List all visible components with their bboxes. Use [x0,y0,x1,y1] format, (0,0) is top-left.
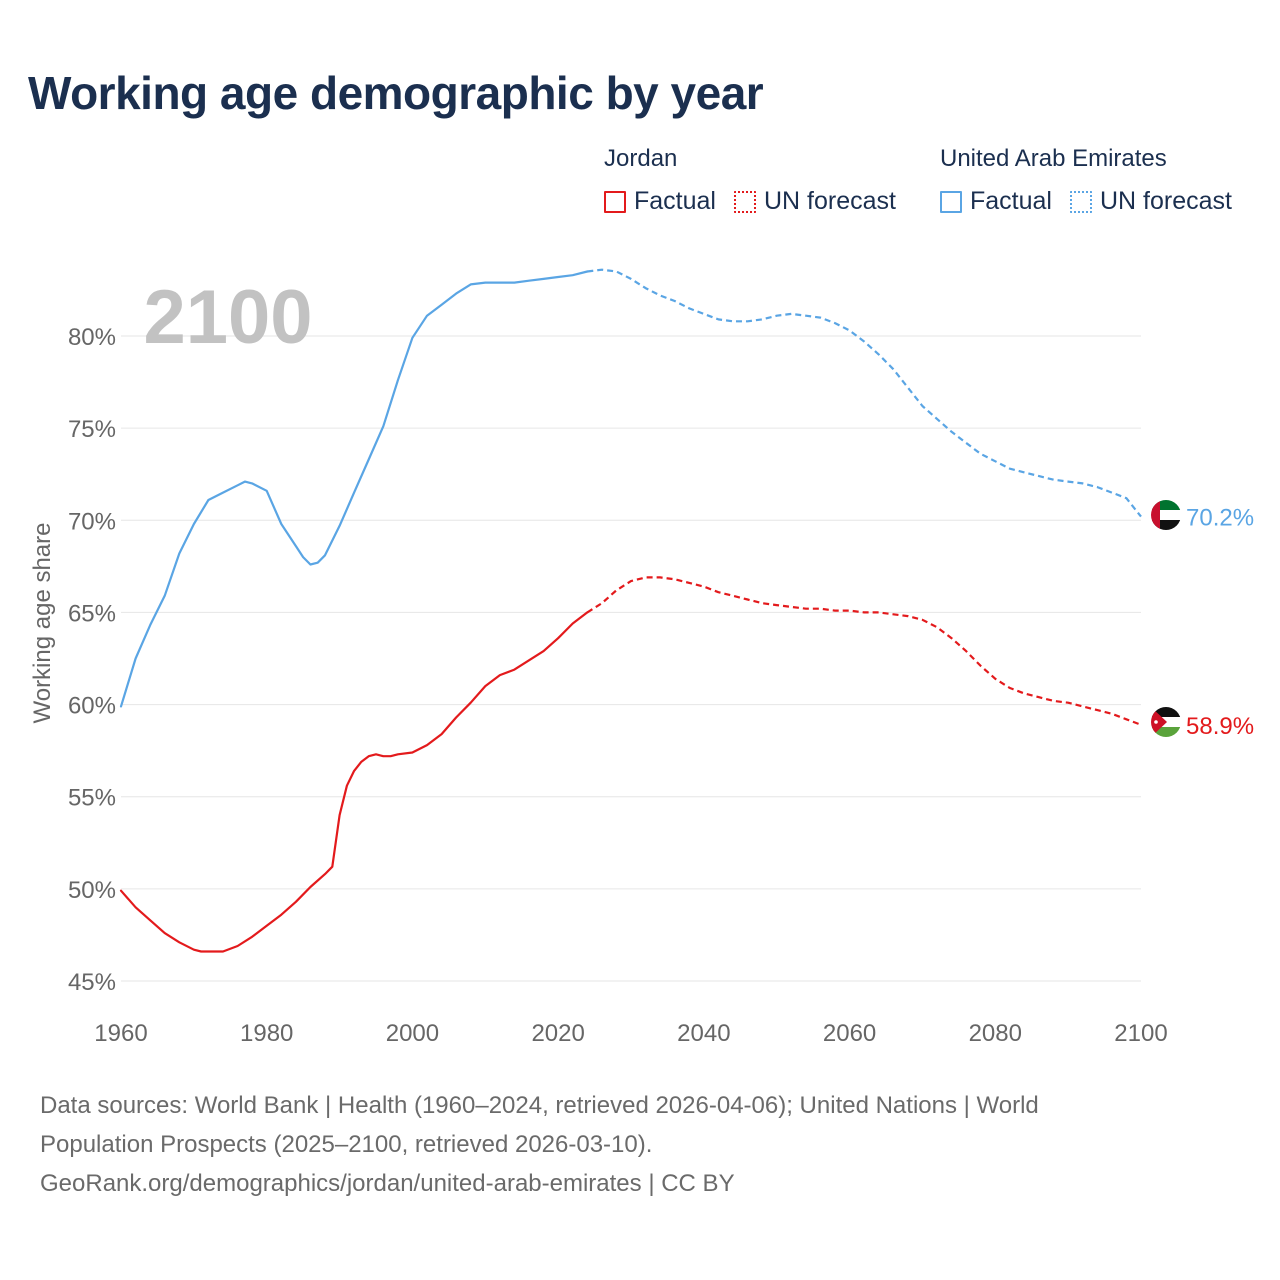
chart-title: Working age demographic by year [28,67,764,119]
footer-line-3[interactable]: GeoRank.org/demographics/jordan/united-a… [40,1170,735,1197]
x-tick-label-2000: 2000 [386,1020,439,1047]
united-arab-emirates-end-value-label: 70.2% [1186,505,1254,532]
y-tick-label-55: 55% [68,785,116,812]
legend-group-uae: United Arab Emirates Factual UN forecast [940,145,1250,216]
y-tick-label-50: 50% [68,877,116,904]
y-tick-label-70: 70% [68,508,116,535]
legend-label-uae-forecast: UN forecast [1099,187,1232,215]
x-tick-label-2080: 2080 [969,1020,1022,1047]
x-tick-label-2060: 2060 [823,1020,876,1047]
x-tick-label-2100: 2100 [1114,1020,1167,1047]
legend-jordan-forecast[interactable]: UN forecast [733,187,896,216]
y-tick-label-80: 80% [68,324,116,351]
x-tick-label-1980: 1980 [240,1020,293,1047]
y-tick-label-60: 60% [68,693,116,720]
legend-group-jordan: Jordan Factual UN forecast [604,145,914,216]
x-tick-label-1960: 1960 [94,1020,147,1047]
legend-label-jordan-forecast: UN forecast [763,187,896,215]
united-arab-emirates-forecast-line[interactable] [587,268,1142,518]
footer-line-1: Data sources: World Bank | Health (1960–… [40,1092,1039,1119]
y-tick-label-65: 65% [68,600,116,627]
legend-label-jordan-factual: Factual [634,187,716,215]
footer-sources: Data sources: World Bank | Health (1960–… [40,1086,1220,1203]
legend-country-jordan: Jordan [604,145,678,172]
legend-uae-forecast[interactable]: UN forecast [1069,187,1232,216]
jordan-end-value-label: 58.9% [1186,713,1254,740]
line-chart: 2100 45% 50% 55% 60% 65% 70% 75% 80% 1960 1980 200… [29,268,1254,1047]
footer-line-2: Population Prospects (2025–2100, retriev… [40,1131,653,1158]
united-arab-emirates-factual-line[interactable] [119,270,589,708]
uae-flag [1151,500,1181,530]
y-tick-label-45: 45% [68,969,116,996]
legend-jordan-factual[interactable]: Factual [604,187,716,216]
y-axis-label: Working age share [29,523,56,724]
y-tick-label-75: 75% [68,416,116,443]
current-year-watermark: 2100 [143,275,312,360]
jordan-flag [1151,707,1181,737]
legend-swatch-uae-factual [940,190,962,213]
legend-swatch-uae-forecast [1069,190,1092,213]
legend-uae-factual[interactable]: Factual [940,187,1052,216]
legend-country-uae: United Arab Emirates [940,145,1167,172]
jordan-forecast-line[interactable] [586,576,1142,726]
legend-swatch-jordan-forecast [733,190,756,213]
legend-label-uae-factual: Factual [970,187,1052,215]
x-tick-label-2040: 2040 [677,1020,730,1047]
jordan-factual-line[interactable] [119,611,589,953]
x-tick-label-2020: 2020 [531,1020,584,1047]
legend-swatch-jordan-factual [604,190,626,213]
